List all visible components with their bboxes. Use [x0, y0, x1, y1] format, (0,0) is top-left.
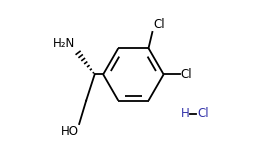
Text: H: H	[181, 107, 190, 120]
Text: HO: HO	[60, 125, 78, 138]
Text: Cl: Cl	[181, 68, 192, 81]
Text: Cl: Cl	[153, 18, 165, 31]
Text: Cl: Cl	[198, 107, 209, 120]
Text: H₂N: H₂N	[53, 37, 75, 50]
